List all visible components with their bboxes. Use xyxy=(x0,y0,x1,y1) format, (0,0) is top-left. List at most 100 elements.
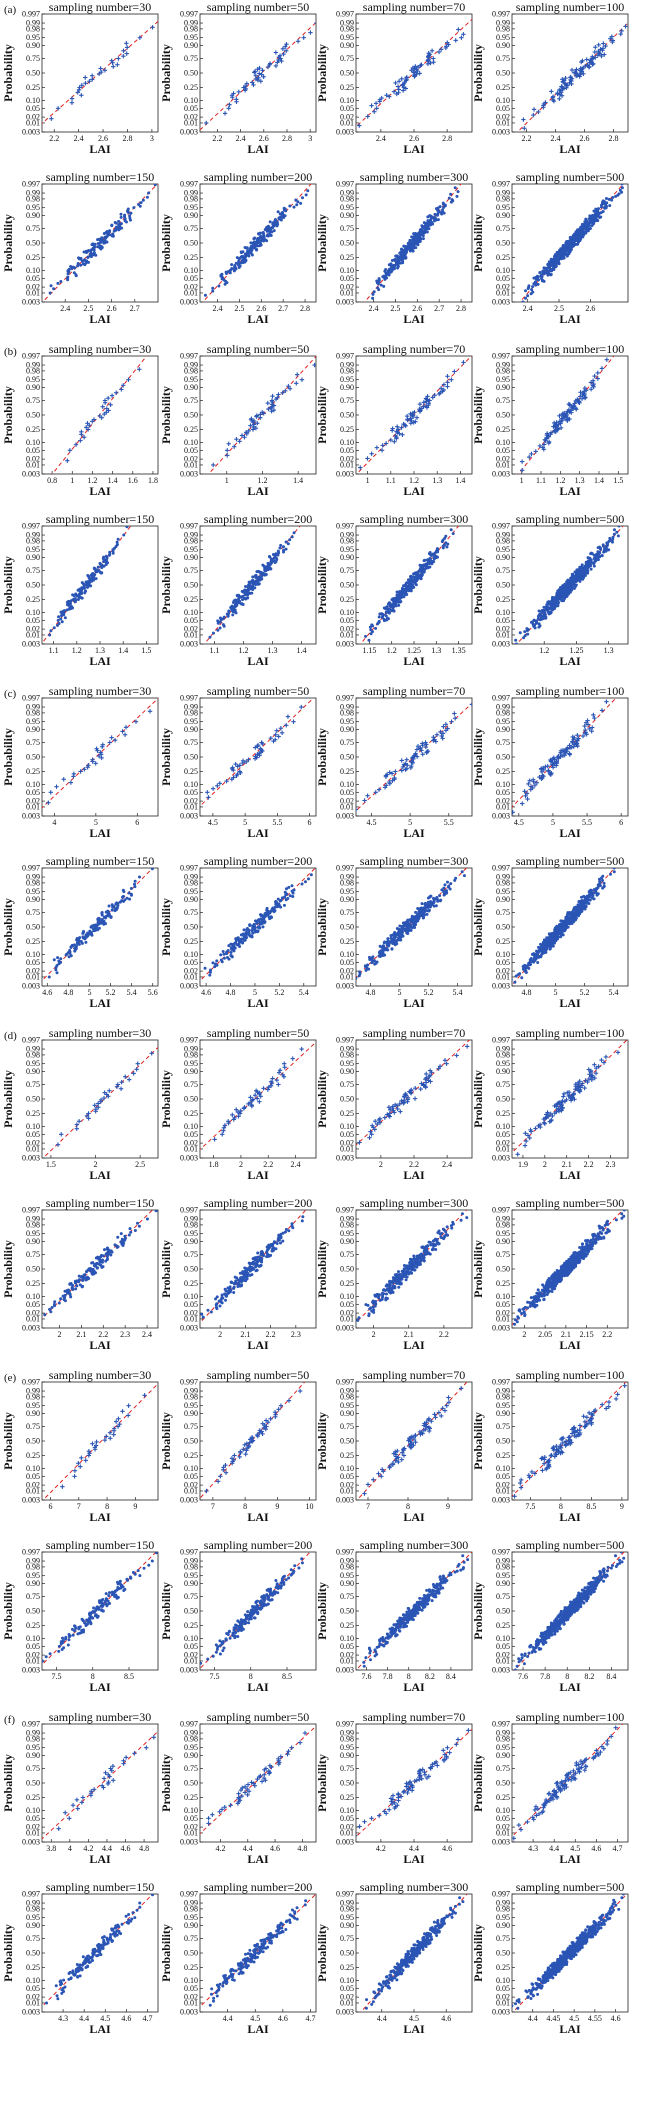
data-point xyxy=(81,262,85,266)
y-tick-label: 0.01 xyxy=(496,288,510,297)
x-tick-label: 6 xyxy=(135,818,139,827)
plot-title: sampling number=150 xyxy=(46,854,154,868)
y-tick-label: 0.003 xyxy=(22,470,40,479)
data-point xyxy=(379,283,383,287)
data-point xyxy=(139,201,143,205)
x-axis-label: LAI xyxy=(89,484,111,498)
data-point xyxy=(620,186,624,190)
data-point xyxy=(598,545,602,549)
data-point xyxy=(243,596,247,600)
data-point xyxy=(251,578,255,582)
data-point xyxy=(607,197,611,201)
data-point xyxy=(108,233,112,237)
data-point xyxy=(48,633,52,637)
x-tick-label: 2.7 xyxy=(434,304,444,313)
data-point xyxy=(113,221,117,225)
data-point xyxy=(268,220,272,224)
data-point xyxy=(563,582,567,586)
x-tick-label: 2.8 xyxy=(300,304,310,313)
y-tick-label: 0.05 xyxy=(496,446,510,455)
data-point xyxy=(48,291,52,295)
data-point xyxy=(261,925,265,929)
data-point xyxy=(218,626,222,630)
data-point xyxy=(612,528,616,532)
plot-title: sampling number=70 xyxy=(363,0,465,14)
sample-points xyxy=(211,362,316,468)
data-point xyxy=(550,257,554,261)
data-point xyxy=(453,186,457,190)
data-point xyxy=(221,623,225,627)
y-tick-label: 0.10 xyxy=(340,438,354,447)
x-tick-label: 5.4 xyxy=(127,988,137,997)
data-point xyxy=(584,217,588,221)
data-point xyxy=(200,978,201,981)
data-point xyxy=(233,263,237,267)
data-point xyxy=(535,274,539,278)
y-tick-label: 0.50 xyxy=(340,411,354,420)
data-point xyxy=(244,930,248,934)
data-point xyxy=(441,201,445,205)
y-tick-label: 0.02 xyxy=(184,967,198,976)
data-point xyxy=(531,285,535,289)
qq-plot-16: sampling number=500 0.9970.990.980.950.90… xyxy=(471,512,629,668)
y-tick-label: 0.99 xyxy=(26,189,40,198)
y-tick-label: 0.05 xyxy=(340,788,354,797)
data-point xyxy=(537,609,541,613)
data-point xyxy=(68,949,72,953)
y-tick-label: 0.99 xyxy=(496,531,510,540)
plot-title: sampling number=100 xyxy=(516,342,624,356)
data-point xyxy=(456,190,460,194)
sample-points xyxy=(357,19,472,128)
y-tick-label: 0.98 xyxy=(496,194,510,203)
y-tick-label: 0.75 xyxy=(26,738,40,747)
data-point xyxy=(108,550,112,554)
x-tick-label: 1.4 xyxy=(455,476,465,485)
y-tick-label: 0.997 xyxy=(180,352,198,361)
data-point xyxy=(596,207,600,211)
data-point xyxy=(219,958,223,962)
y-tick-label: 0.10 xyxy=(340,780,354,789)
y-tick-label: 0.99 xyxy=(184,873,198,882)
data-point xyxy=(608,204,612,208)
sample-points xyxy=(48,526,129,637)
data-point xyxy=(591,213,595,217)
data-point xyxy=(550,595,554,599)
x-axis-label: LAI xyxy=(403,484,425,498)
y-tick-label: 0.25 xyxy=(184,595,198,604)
data-point xyxy=(60,620,64,624)
y-tick-label: 0.003 xyxy=(180,470,198,479)
x-tick-label: 1 xyxy=(366,476,370,485)
y-tick-label: 0.25 xyxy=(26,83,40,92)
plot-title: sampling number=150 xyxy=(46,512,154,526)
data-point xyxy=(267,555,271,559)
data-point xyxy=(537,622,541,626)
x-tick-label: 4.8 xyxy=(63,988,73,997)
x-tick-label: 5.2 xyxy=(274,988,284,997)
y-tick-label: 0.95 xyxy=(26,203,40,212)
data-point xyxy=(601,199,605,203)
x-tick-label: 6 xyxy=(619,818,623,827)
data-point xyxy=(364,305,367,308)
x-tick-label: 2.4 xyxy=(60,304,70,313)
data-point xyxy=(251,575,255,579)
y-tick-label: 0.003 xyxy=(492,812,510,821)
data-point xyxy=(266,233,270,237)
x-tick-label: 1.4 xyxy=(118,646,128,655)
y-tick-label: 0.90 xyxy=(496,383,510,392)
y-tick-label: 0.01 xyxy=(340,630,354,639)
data-point xyxy=(605,201,609,205)
data-point xyxy=(98,561,102,565)
y-tick-label: 0.997 xyxy=(180,180,198,189)
y-tick-label: 0.99 xyxy=(340,361,354,370)
data-point xyxy=(203,293,207,297)
y-tick-label: 0.02 xyxy=(26,625,40,634)
data-point xyxy=(129,892,133,896)
y-tick-label: 0.98 xyxy=(26,24,40,33)
qq-plot-21: sampling number=150 0.9970.990.980.950.90… xyxy=(1,854,159,1010)
y-tick-label: 0.01 xyxy=(26,118,40,127)
y-tick-label: 0.95 xyxy=(496,375,510,384)
y-tick-label: 0.25 xyxy=(496,595,510,604)
qq-plot-1: (a) sampling number=300.9970.990.980.950.… xyxy=(1,0,159,156)
plot-title: sampling number=500 xyxy=(516,512,624,526)
sample-points xyxy=(205,526,297,644)
